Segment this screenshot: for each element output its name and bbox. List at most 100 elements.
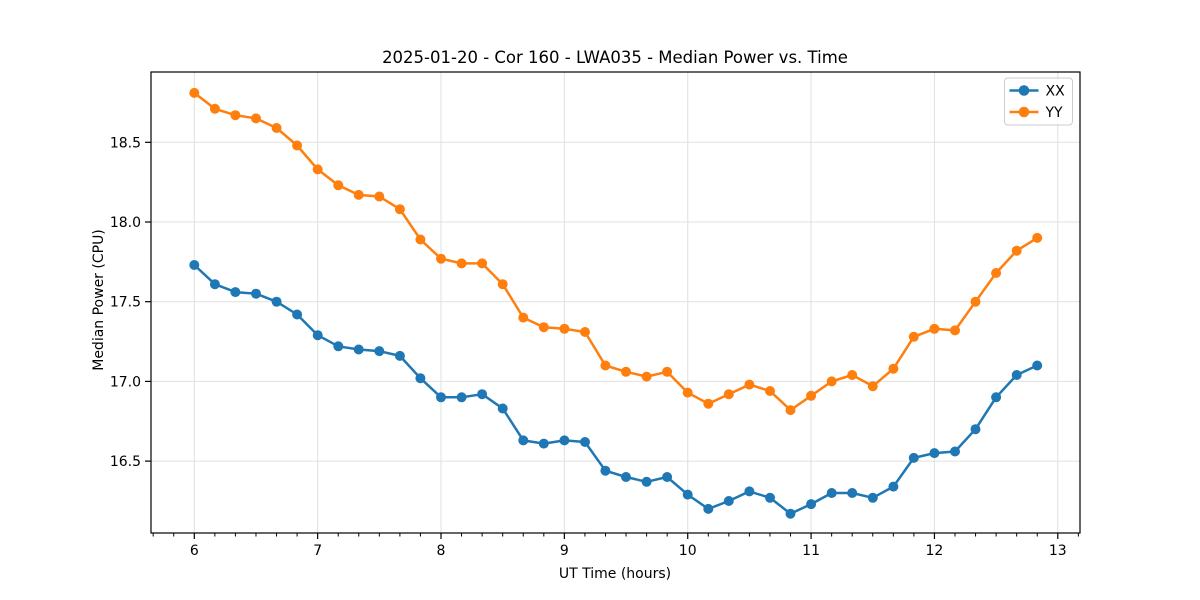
x-tick-label: 12 bbox=[926, 543, 944, 559]
data-point-XX bbox=[436, 392, 446, 403]
data-point-XX bbox=[744, 486, 755, 497]
data-point-YY bbox=[703, 398, 714, 409]
data-point-XX bbox=[251, 288, 261, 299]
data-point-XX bbox=[353, 344, 364, 355]
data-point-XX bbox=[497, 403, 508, 414]
data-point-XX bbox=[209, 279, 220, 290]
data-point-YY bbox=[888, 363, 899, 374]
data-point-YY bbox=[991, 268, 1002, 278]
data-point-YY bbox=[189, 87, 200, 98]
data-point-YY bbox=[744, 379, 755, 390]
data-point-YY bbox=[621, 366, 631, 377]
data-point-XX bbox=[950, 446, 960, 457]
data-point-XX bbox=[230, 287, 241, 298]
data-point-YY bbox=[518, 312, 529, 323]
data-point-XX bbox=[826, 488, 837, 498]
y-tick-label: 18.0 bbox=[110, 215, 141, 231]
data-point-XX bbox=[394, 350, 405, 361]
data-point-YY bbox=[230, 110, 241, 121]
data-point-YY bbox=[292, 140, 303, 151]
x-tick-label: 9 bbox=[560, 543, 569, 559]
x-axis-label: UT Time (hours) bbox=[559, 566, 671, 582]
data-point-XX bbox=[641, 476, 652, 487]
data-point-YY bbox=[538, 322, 549, 333]
plot-border bbox=[150, 71, 1081, 534]
data-point-XX bbox=[477, 389, 488, 400]
data-point-XX bbox=[271, 296, 282, 307]
data-point-YY bbox=[641, 371, 652, 382]
y-tick-label: 16.5 bbox=[110, 454, 141, 470]
data-point-YY bbox=[867, 381, 878, 392]
data-point-XX bbox=[456, 392, 467, 403]
data-point-YY bbox=[806, 390, 817, 401]
data-point-YY bbox=[723, 389, 734, 400]
x-tick-label: 8 bbox=[437, 543, 446, 559]
data-point-YY bbox=[456, 258, 467, 269]
data-point-YY bbox=[1032, 232, 1043, 243]
y-tick-label: 18.5 bbox=[110, 135, 141, 151]
data-point-XX bbox=[292, 309, 303, 320]
data-point-XX bbox=[888, 481, 899, 492]
x-tick-label: 13 bbox=[1049, 543, 1067, 559]
series-layer bbox=[189, 87, 1043, 519]
data-point-YY bbox=[600, 360, 611, 371]
legend-swatch-marker bbox=[1018, 106, 1030, 118]
data-point-YY bbox=[477, 258, 488, 269]
data-point-XX bbox=[970, 424, 981, 435]
grid-layer bbox=[151, 72, 1080, 533]
data-point-XX bbox=[559, 435, 570, 446]
data-point-YY bbox=[559, 323, 570, 334]
x-tick-label: 11 bbox=[802, 543, 820, 559]
data-point-XX bbox=[415, 373, 426, 384]
data-point-XX bbox=[806, 499, 817, 510]
data-point-YY bbox=[209, 103, 220, 114]
x-tick-label: 6 bbox=[190, 543, 199, 559]
data-point-XX bbox=[600, 465, 611, 476]
legend: XX YY bbox=[1004, 77, 1073, 126]
series-line-YY bbox=[193, 91, 1038, 412]
data-point-YY bbox=[662, 366, 673, 377]
data-point-XX bbox=[703, 503, 714, 514]
data-point-XX bbox=[929, 448, 940, 459]
data-point-YY bbox=[353, 189, 364, 200]
data-point-XX bbox=[662, 472, 673, 482]
data-point-YY bbox=[826, 376, 837, 387]
chart-title: 2025-01-20 - Cor 160 - LWA035 - Median P… bbox=[382, 48, 848, 67]
data-point-XX bbox=[518, 435, 529, 446]
data-point-XX bbox=[621, 472, 631, 482]
y-tick-label: 17.5 bbox=[110, 295, 141, 311]
data-point-YY bbox=[333, 180, 344, 191]
y-tick-label: 17.0 bbox=[110, 374, 141, 390]
data-point-XX bbox=[908, 452, 919, 463]
series-line-XX bbox=[193, 264, 1038, 515]
data-point-XX bbox=[333, 341, 344, 352]
data-point-YY bbox=[950, 325, 960, 336]
x-tick-label: 7 bbox=[313, 543, 322, 559]
data-point-XX bbox=[785, 508, 796, 519]
data-point-XX bbox=[312, 330, 323, 341]
y-axis-label: Median Power (CPU) bbox=[91, 229, 107, 371]
data-point-XX bbox=[1011, 370, 1022, 380]
data-point-YY bbox=[970, 296, 981, 307]
data-point-XX bbox=[991, 392, 1002, 403]
data-point-YY bbox=[251, 113, 261, 124]
data-point-YY bbox=[765, 386, 775, 396]
data-point-YY bbox=[436, 253, 446, 264]
data-point-YY bbox=[580, 327, 590, 337]
data-point-YY bbox=[312, 164, 323, 175]
data-point-YY bbox=[271, 123, 282, 133]
data-point-YY bbox=[929, 323, 940, 334]
data-point-YY bbox=[497, 279, 508, 290]
data-point-XX bbox=[765, 492, 775, 503]
legend-label: YY bbox=[1045, 105, 1064, 121]
data-point-XX bbox=[867, 492, 878, 503]
data-point-XX bbox=[374, 346, 385, 357]
data-point-YY bbox=[1011, 245, 1022, 256]
legend-swatch-marker bbox=[1018, 85, 1030, 96]
data-point-YY bbox=[785, 405, 796, 416]
data-point-XX bbox=[1032, 360, 1043, 371]
legend-label: XX bbox=[1046, 84, 1066, 100]
data-point-YY bbox=[394, 204, 405, 215]
